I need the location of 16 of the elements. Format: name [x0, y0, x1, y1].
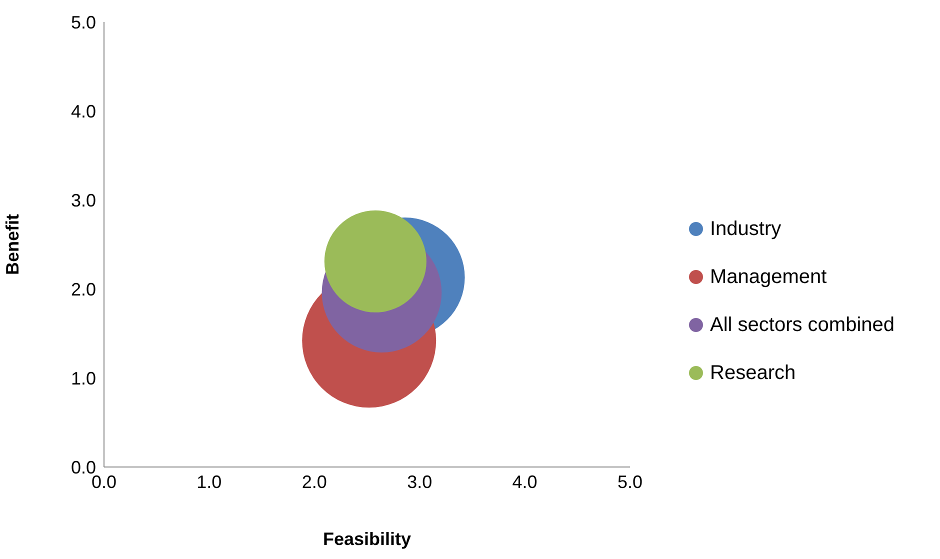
y-tick-label: 2.0	[70, 279, 96, 300]
x-tick-label: 5.0	[617, 472, 643, 492]
legend-label: Research	[710, 362, 796, 384]
y-axis-title: Benefit	[2, 214, 22, 276]
x-tick-label: 3.0	[407, 472, 432, 492]
x-tick-label: 4.0	[512, 472, 538, 492]
y-tick-label: 1.0	[70, 368, 96, 388]
legend-label: All sectors combined	[710, 314, 895, 336]
legend-label: Management	[710, 266, 827, 288]
legend-label: Industry	[710, 218, 782, 240]
x-tick-label: 2.0	[302, 472, 327, 492]
y-tick-label: 5.0	[70, 12, 96, 32]
x-axis-title: Feasibility	[322, 529, 412, 549]
y-tick-label: 4.0	[70, 101, 96, 122]
x-tick-label: 1.0	[196, 472, 222, 492]
y-tick-label: 3.0	[70, 190, 96, 210]
